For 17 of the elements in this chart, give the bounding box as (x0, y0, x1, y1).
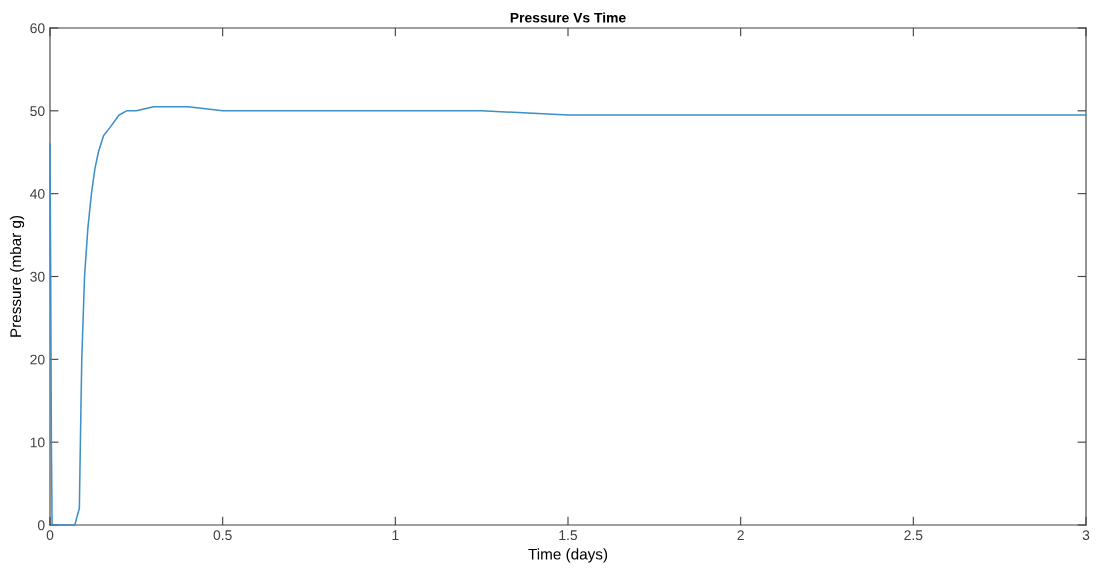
y-tick-label: 60 (30, 23, 45, 34)
y-tick-label: 20 (30, 354, 45, 365)
y-tick-label: 0 (37, 520, 45, 531)
y-tick-label: 10 (30, 437, 45, 448)
x-tick-label: 3 (1082, 530, 1090, 541)
x-tick-label: 1.5 (559, 530, 578, 541)
x-tick-label: 0.5 (213, 530, 232, 541)
x-tick-label: 0 (46, 530, 54, 541)
y-tick-label: 30 (30, 271, 45, 282)
y-axis-title: Pressure (mbar g) (9, 215, 25, 337)
y-tick-label: 40 (30, 189, 45, 199)
x-axis-title: Time (days) (528, 548, 608, 563)
x-tick-label: 2 (737, 530, 744, 540)
y-tick-label: 50 (30, 106, 45, 116)
x-tick-label: 1 (392, 530, 399, 540)
chart-title: Pressure Vs Time (510, 12, 626, 23)
x-tick-label: 2.5 (904, 530, 923, 541)
